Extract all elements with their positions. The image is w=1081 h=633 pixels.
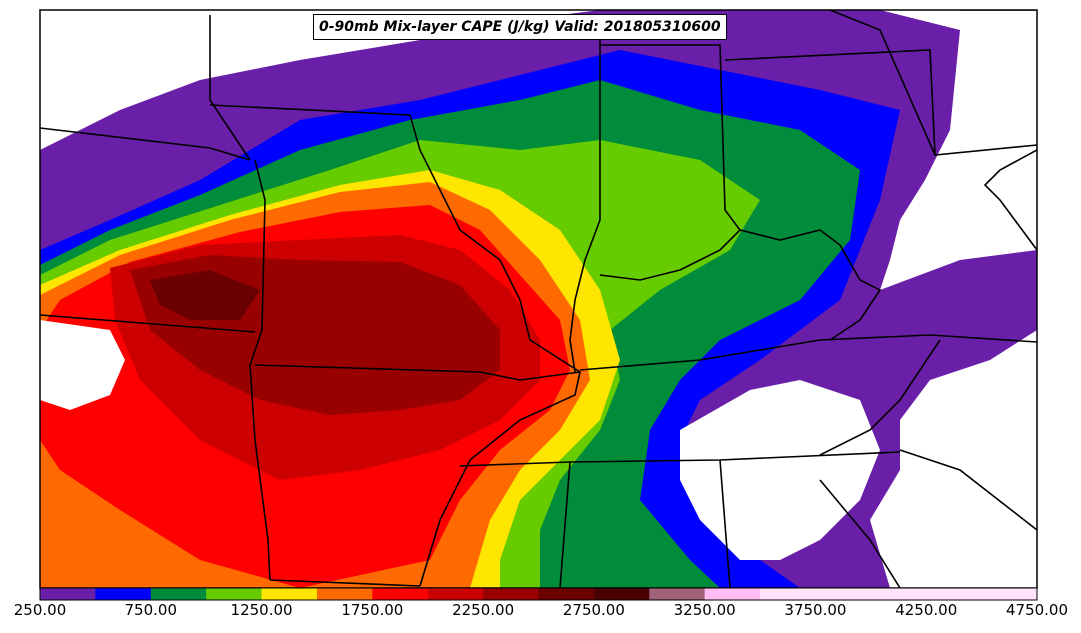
- colorbar-swatch: [815, 588, 872, 600]
- boundary-line: [254, 364, 581, 381]
- colorbar-tick-label: 2750.00: [562, 601, 625, 619]
- boundary-line: [719, 459, 731, 588]
- colorbar-tick-label: 2250.00: [452, 601, 515, 619]
- colorbar-swatch: [926, 588, 983, 600]
- colorbar-swatch: [704, 588, 761, 600]
- low-cape-area-south-lake: [40, 320, 125, 410]
- boundary-line: [459, 451, 901, 467]
- colorbar-swatch: [206, 588, 263, 600]
- colorbar-swatch: [649, 588, 706, 600]
- colorbar-tick-label: 1250.00: [230, 601, 293, 619]
- colorbar-swatch: [372, 588, 429, 600]
- boundary-line: [819, 339, 941, 456]
- colorbar-tick-label: 250.00: [13, 601, 67, 619]
- cape-contour-2500: [150, 270, 260, 320]
- low-cape-area-southeast: [680, 380, 880, 560]
- colorbar-border: [39, 587, 1038, 601]
- boundary-line: [899, 449, 1037, 531]
- boundary-line: [409, 114, 581, 587]
- colorbar-swatch: [427, 588, 484, 600]
- colorbar: [40, 588, 1038, 600]
- colorbar-tick-label: 3750.00: [784, 601, 847, 619]
- boundary-line: [269, 579, 421, 587]
- boundary-line: [569, 40, 601, 373]
- boundary-line: [579, 334, 1037, 371]
- boundary-line: [829, 244, 882, 341]
- map-title: 0-90mb Mix-layer CAPE (J/kg) Valid: 2018…: [313, 14, 727, 40]
- boundary-line: [40, 127, 251, 161]
- boundary-line: [599, 229, 841, 281]
- colorbar-swatch: [538, 588, 595, 600]
- colorbar-tick-label: 3250.00: [673, 601, 736, 619]
- colorbar-tick-label: 750.00: [124, 601, 178, 619]
- boundary-line: [40, 314, 256, 333]
- colorbar-swatch: [870, 588, 927, 600]
- boundary-line: [249, 159, 271, 581]
- boundary-line: [209, 15, 251, 161]
- boundary-line: [829, 10, 936, 156]
- colorbar-swatch: [483, 588, 539, 600]
- colorbar-tick-label: 1750.00: [341, 601, 404, 619]
- boundary-line: [724, 49, 1037, 156]
- boundary-line: [983, 149, 1037, 251]
- colorbar-swatch: [760, 588, 816, 600]
- state-boundaries: [40, 10, 1037, 588]
- boundary-line: [600, 44, 741, 231]
- boundary-line: [819, 479, 901, 588]
- colorbar-swatch: [593, 588, 650, 600]
- colorbar-swatch: [316, 588, 373, 600]
- colorbar-swatch: [40, 588, 96, 600]
- boundary-line: [559, 461, 571, 588]
- colorbar-swatch: [261, 588, 318, 600]
- colorbar-tick-label: 4750.00: [1005, 601, 1069, 619]
- low-cape-area-northwest: [40, 10, 200, 110]
- colorbar-swatch: [150, 588, 207, 600]
- colorbar-tick-label: 4250.00: [895, 601, 958, 619]
- cape-shading: [40, 10, 1037, 588]
- colorbar-swatch: [981, 588, 1038, 600]
- colorbar-swatch: [95, 588, 152, 600]
- boundary-line: [209, 104, 411, 116]
